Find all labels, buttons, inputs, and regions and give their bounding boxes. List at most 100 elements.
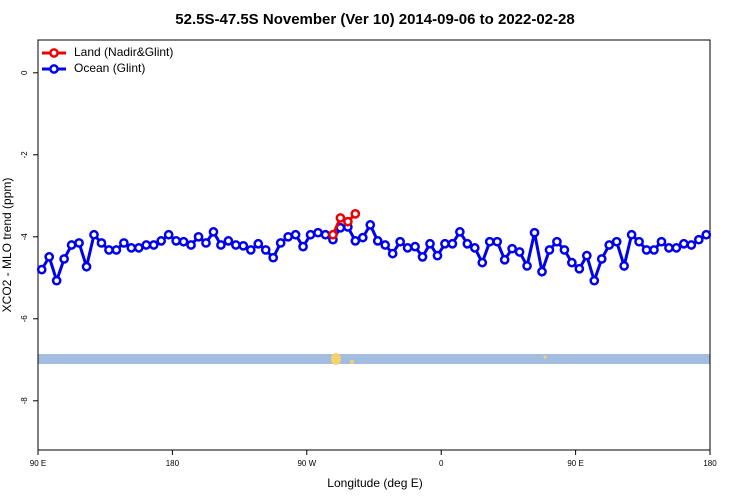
data-point (477, 257, 488, 268)
data-point (238, 240, 249, 251)
data-point (357, 232, 368, 243)
data-point (447, 238, 458, 249)
y-axis-label: XCO2 - MLO trend (ppm) (0, 178, 14, 313)
data-point (432, 250, 443, 261)
data-point (693, 234, 704, 245)
data-point (305, 229, 316, 240)
data-point (537, 266, 547, 277)
data-point (529, 227, 540, 238)
data-point (111, 245, 122, 255)
data-point (328, 229, 338, 240)
data-point (641, 245, 652, 255)
legend-label: Ocean (Glint) (74, 61, 145, 75)
plot-frame (37, 39, 711, 451)
data-point (260, 245, 271, 255)
data-point (156, 236, 167, 246)
data-point (163, 229, 174, 240)
data-point (365, 220, 376, 230)
data-point (656, 236, 667, 247)
data-point (544, 245, 555, 255)
data-point (148, 240, 159, 250)
data-point (245, 245, 256, 255)
data-point (141, 240, 152, 250)
data-point (522, 261, 532, 271)
data-point (559, 245, 570, 255)
data-point (126, 243, 137, 253)
data-point (253, 238, 264, 249)
data-point (372, 236, 383, 246)
x-tick-label: 90 E (567, 459, 583, 468)
data-point (59, 254, 69, 264)
data-point (208, 227, 219, 237)
data-point (201, 238, 211, 248)
data-point (499, 254, 510, 265)
data-point (604, 240, 615, 250)
x-tick-label: 0 (439, 459, 444, 468)
data-point (701, 229, 712, 240)
data-point (581, 250, 592, 261)
data-point (611, 236, 622, 247)
data-point (514, 247, 525, 257)
x-tick-label: 90 E (30, 459, 46, 468)
legend-marker (49, 64, 59, 74)
data-point (552, 236, 562, 247)
data-point (313, 227, 323, 238)
data-point (626, 229, 637, 240)
data-point (350, 208, 361, 219)
land-patch (543, 355, 547, 359)
data-point (66, 240, 77, 250)
x-tick-label: 180 (166, 459, 180, 468)
data-point (350, 236, 361, 246)
y-tick-label: -6 (20, 315, 29, 323)
data-point (96, 238, 107, 248)
data-point (74, 238, 84, 248)
data-point (455, 227, 465, 237)
data-point (440, 238, 450, 249)
data-point (193, 231, 204, 242)
x-axis-label: Longitude (deg E) (327, 476, 422, 490)
data-point (343, 216, 353, 227)
data-point (596, 254, 607, 264)
data-point (275, 238, 286, 248)
data-point (133, 243, 144, 253)
x-tick-label: 90 W (297, 459, 316, 468)
y-tick-label: 0 (20, 70, 29, 75)
legend-label: Land (Nadir&Glint) (74, 45, 173, 59)
data-point (619, 261, 629, 271)
data-point (298, 241, 308, 252)
data-point (425, 238, 435, 249)
data-point (417, 252, 428, 262)
data-point (492, 236, 503, 247)
data-point (283, 231, 293, 242)
data-point (686, 240, 697, 250)
data-point (81, 261, 92, 272)
data-point (119, 238, 129, 248)
data-point (410, 241, 420, 252)
data-point (484, 236, 495, 247)
land-ocean-strip (38, 354, 710, 364)
data-point (664, 243, 674, 253)
chart-title: 52.5S-47.5S November (Ver 10) 2014-09-06… (175, 11, 574, 28)
data-point (216, 240, 226, 250)
data-point (335, 213, 346, 223)
data-point (231, 240, 241, 250)
data-point (462, 238, 473, 249)
data-point (178, 236, 189, 247)
data-point (395, 236, 405, 247)
data-point (51, 275, 62, 286)
data-point (44, 252, 55, 262)
y-tick-label: -2 (20, 151, 29, 159)
data-point (634, 236, 644, 247)
data-point (589, 275, 600, 286)
land-patch (331, 353, 341, 365)
data-point (679, 238, 689, 249)
data-point (320, 229, 331, 240)
land-patch (350, 360, 354, 364)
data-point (104, 245, 114, 255)
data-point (507, 243, 517, 254)
legend-marker (49, 48, 59, 58)
data-point (36, 264, 47, 275)
y-tick-label: -8 (20, 397, 29, 405)
